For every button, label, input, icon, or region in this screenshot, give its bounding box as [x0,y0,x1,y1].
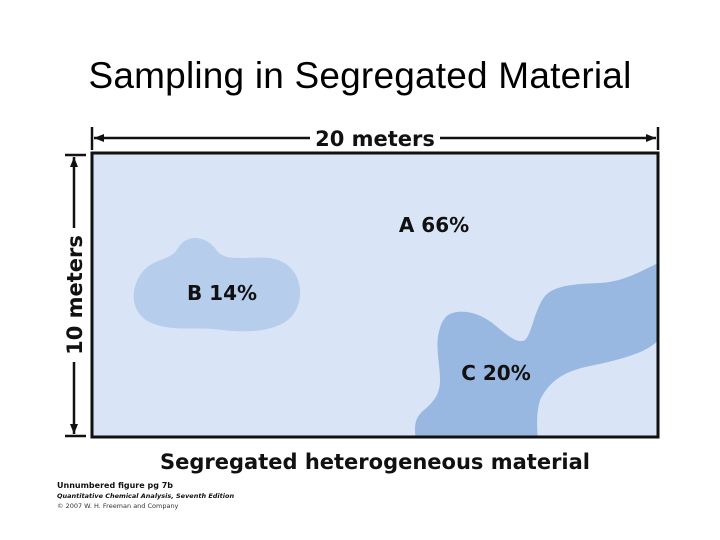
width-label: 20 meters [315,127,435,151]
region-c-label: C 20% [461,361,531,385]
area-border [90,151,660,439]
caption-figure-ref: Unnumbered figure pg 7b [57,481,173,490]
region-b-blob [133,237,301,332]
width-dimension-arrow [90,127,660,150]
caption-copyright: © 2007 W. H. Freeman and Company [57,502,179,510]
height-label: 10 meters [63,235,87,355]
figure-caption: Unnumbered figure pg 7b Quantitative Che… [57,481,234,511]
region-c-blob [415,263,657,436]
material-type-label: Segregated heterogeneous material [160,450,590,474]
height-dimension-arrow [65,153,86,438]
slide-title: Sampling in Segregated Material [88,55,632,96]
region-a-label: A 66% [399,213,469,237]
caption-book-title: Quantitative Chemical Analysis, Seventh … [57,492,235,500]
region-b-label: B 14% [187,281,257,305]
